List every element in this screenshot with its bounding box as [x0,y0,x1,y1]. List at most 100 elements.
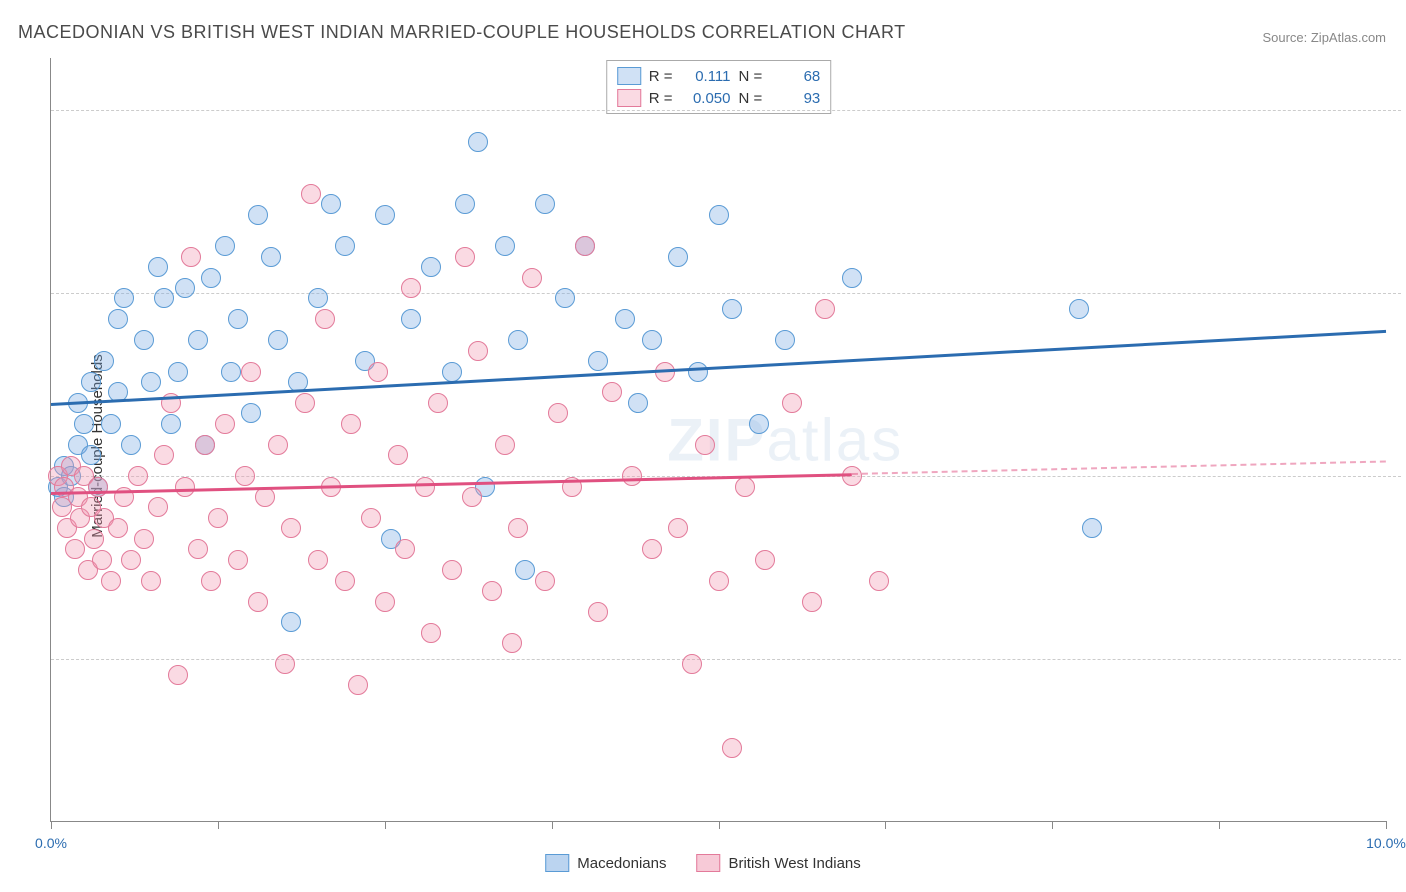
scatter-point [134,330,154,350]
scatter-point [255,487,275,507]
scatter-point [81,372,101,392]
gridline [51,659,1401,660]
scatter-point [842,268,862,288]
scatter-point [401,309,421,329]
scatter-point [735,477,755,497]
legend-row-bwi: R = 0.050 N = 93 [617,87,821,109]
scatter-point [535,571,555,591]
scatter-point [668,518,688,538]
xtick-label: 10.0% [1366,835,1406,851]
scatter-point [548,403,568,423]
scatter-point [281,518,301,538]
scatter-point [101,571,121,591]
scatter-point [782,393,802,413]
scatter-point [228,550,248,570]
scatter-point [134,529,154,549]
legend-swatch-bwi [696,854,720,872]
scatter-point [175,477,195,497]
scatter-point [775,330,795,350]
scatter-point [869,571,889,591]
scatter-point [455,194,475,214]
xtick [1386,821,1387,829]
scatter-point [141,372,161,392]
correlation-legend: R = 0.111 N = 68 R = 0.050 N = 93 [606,60,832,114]
scatter-point [455,247,475,267]
scatter-point [1082,518,1102,538]
scatter-plot-area: ZIPatlas R = 0.111 N = 68 R = 0.050 N = … [50,58,1386,822]
scatter-point [575,236,595,256]
scatter-point [241,403,261,423]
scatter-point [642,539,662,559]
scatter-point [268,330,288,350]
gridline [51,293,1401,294]
scatter-point [755,550,775,570]
gridline [51,110,1401,111]
scatter-point [101,414,121,434]
xtick-label: 0.0% [35,835,67,851]
scatter-point [802,592,822,612]
scatter-point [65,539,85,559]
scatter-point [281,612,301,632]
scatter-point [148,497,168,517]
scatter-point [195,435,215,455]
scatter-point [81,445,101,465]
xtick [385,821,386,829]
xtick [885,821,886,829]
scatter-point [208,508,228,528]
scatter-point [462,487,482,507]
scatter-point [248,592,268,612]
scatter-point [201,571,221,591]
legend-swatch-macedonians [545,854,569,872]
scatter-point [508,330,528,350]
r-label: R = [649,68,673,85]
scatter-point [515,560,535,580]
scatter-point [84,529,104,549]
scatter-point [141,571,161,591]
scatter-point [395,539,415,559]
scatter-point [215,236,235,256]
scatter-point [375,205,395,225]
scatter-point [121,550,141,570]
scatter-point [335,571,355,591]
scatter-point [368,362,388,382]
scatter-point [588,351,608,371]
scatter-point [168,362,188,382]
scatter-point [361,508,381,528]
scatter-point [602,382,622,402]
scatter-point [442,560,462,580]
scatter-point [668,247,688,267]
scatter-point [495,435,515,455]
scatter-point [295,393,315,413]
scatter-point [468,132,488,152]
xtick [218,821,219,829]
scatter-point [235,466,255,486]
scatter-point [722,299,742,319]
scatter-point [248,205,268,225]
scatter-point [815,299,835,319]
xtick [552,821,553,829]
scatter-point [92,550,112,570]
scatter-point [495,236,515,256]
source-label: Source: ZipAtlas.com [1262,30,1386,45]
scatter-point [348,675,368,695]
scatter-point [642,330,662,350]
scatter-point [261,247,281,267]
scatter-point [588,602,608,622]
scatter-point [375,592,395,612]
scatter-point [502,633,522,653]
scatter-point [482,581,502,601]
watermark-atlas: atlas [767,406,904,473]
xtick [1219,821,1220,829]
scatter-point [154,288,174,308]
scatter-point [275,654,295,674]
legend-item-bwi: British West Indians [696,854,860,872]
scatter-point [188,330,208,350]
scatter-point [128,466,148,486]
n-value-macedonians: 68 [770,68,820,85]
scatter-point [108,518,128,538]
r-label: R = [649,90,673,107]
legend-row-macedonians: R = 0.111 N = 68 [617,65,821,87]
legend-label: Macedonians [577,855,666,872]
scatter-point [74,414,94,434]
scatter-point [421,257,441,277]
